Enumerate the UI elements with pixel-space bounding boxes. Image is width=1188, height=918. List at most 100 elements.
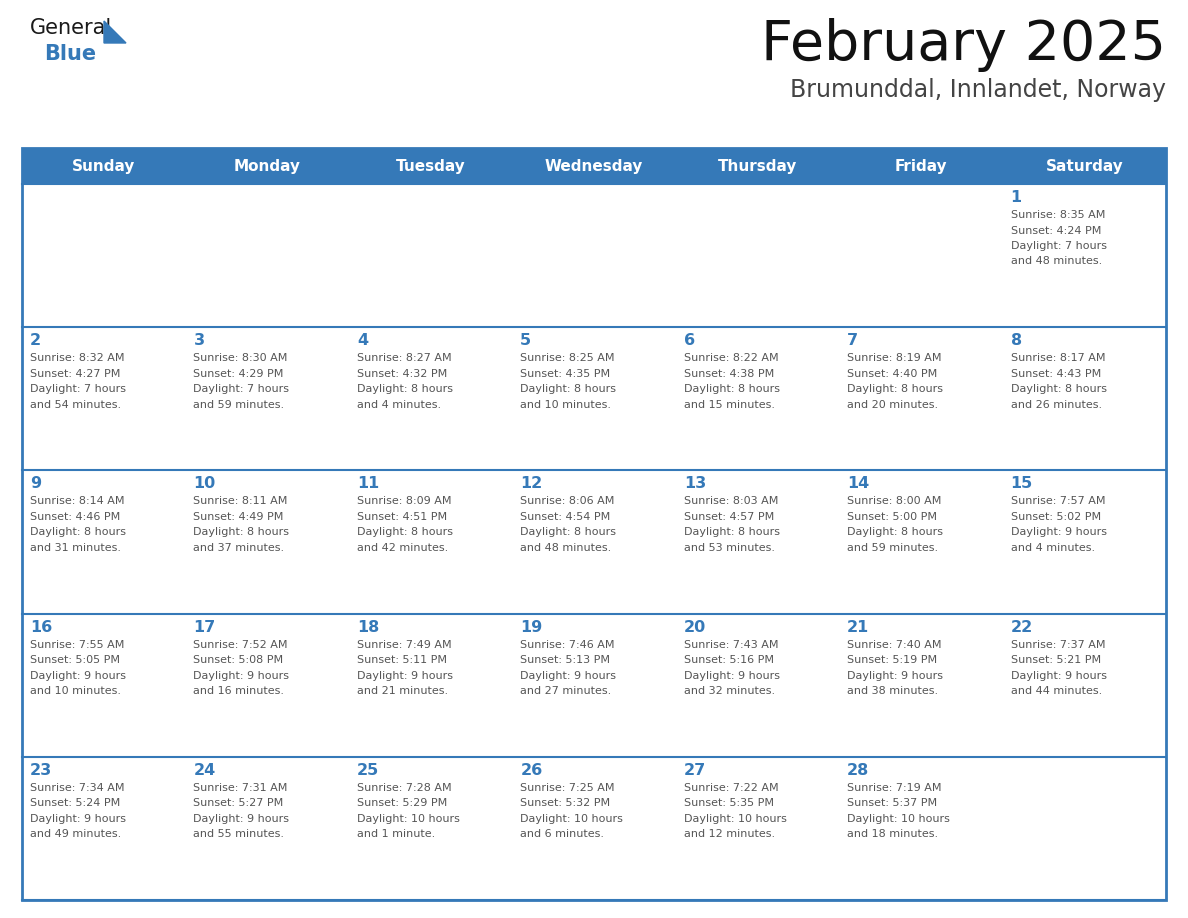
Text: and 20 minutes.: and 20 minutes. — [847, 399, 939, 409]
Text: Daylight: 8 hours: Daylight: 8 hours — [684, 528, 779, 537]
Text: and 53 minutes.: and 53 minutes. — [684, 543, 775, 553]
Bar — [839, 756, 1003, 900]
Text: Sunrise: 8:06 AM: Sunrise: 8:06 AM — [520, 497, 614, 507]
Text: and 26 minutes.: and 26 minutes. — [1011, 399, 1101, 409]
Text: Daylight: 8 hours: Daylight: 8 hours — [684, 385, 779, 394]
Text: Daylight: 8 hours: Daylight: 8 hours — [356, 528, 453, 537]
Text: and 55 minutes.: and 55 minutes. — [194, 829, 284, 839]
Bar — [676, 184, 839, 327]
Bar — [23, 184, 185, 327]
Text: Sunset: 4:49 PM: Sunset: 4:49 PM — [194, 512, 284, 522]
Text: Thursday: Thursday — [718, 159, 797, 174]
Text: Sunset: 4:51 PM: Sunset: 4:51 PM — [356, 512, 447, 522]
Text: Daylight: 7 hours: Daylight: 7 hours — [30, 385, 126, 394]
Bar — [23, 148, 1165, 184]
Bar — [676, 613, 839, 756]
Bar — [23, 148, 1165, 900]
Text: Daylight: 9 hours: Daylight: 9 hours — [684, 671, 779, 680]
Text: Sunrise: 7:22 AM: Sunrise: 7:22 AM — [684, 783, 778, 793]
Text: Daylight: 10 hours: Daylight: 10 hours — [684, 813, 786, 823]
Text: Sunset: 5:24 PM: Sunset: 5:24 PM — [30, 799, 120, 809]
Text: Sunrise: 8:11 AM: Sunrise: 8:11 AM — [194, 497, 287, 507]
Text: 27: 27 — [684, 763, 706, 778]
Text: and 49 minutes.: and 49 minutes. — [30, 829, 121, 839]
Bar — [349, 613, 512, 756]
Polygon shape — [105, 21, 126, 43]
Bar — [839, 184, 1003, 327]
Text: 7: 7 — [847, 333, 858, 348]
Text: Sunrise: 7:55 AM: Sunrise: 7:55 AM — [30, 640, 125, 650]
Bar — [349, 470, 512, 613]
Text: 24: 24 — [194, 763, 216, 778]
Text: 26: 26 — [520, 763, 543, 778]
Text: Sunrise: 7:37 AM: Sunrise: 7:37 AM — [1011, 640, 1105, 650]
Text: Sunset: 4:35 PM: Sunset: 4:35 PM — [520, 369, 611, 379]
Text: Sunrise: 7:19 AM: Sunrise: 7:19 AM — [847, 783, 942, 793]
Text: Sunset: 4:40 PM: Sunset: 4:40 PM — [847, 369, 937, 379]
Text: 6: 6 — [684, 333, 695, 348]
Text: Sunset: 4:24 PM: Sunset: 4:24 PM — [1011, 226, 1101, 236]
Text: Daylight: 8 hours: Daylight: 8 hours — [1011, 385, 1106, 394]
Bar — [1003, 184, 1165, 327]
Text: Daylight: 9 hours: Daylight: 9 hours — [1011, 671, 1106, 680]
Text: Friday: Friday — [895, 159, 947, 174]
Text: Sunrise: 8:17 AM: Sunrise: 8:17 AM — [1011, 353, 1105, 364]
Bar — [185, 327, 349, 470]
Text: Sunrise: 8:09 AM: Sunrise: 8:09 AM — [356, 497, 451, 507]
Text: and 21 minutes.: and 21 minutes. — [356, 686, 448, 696]
Bar — [1003, 470, 1165, 613]
Text: and 59 minutes.: and 59 minutes. — [847, 543, 939, 553]
Text: Daylight: 8 hours: Daylight: 8 hours — [847, 385, 943, 394]
Text: Sunset: 5:29 PM: Sunset: 5:29 PM — [356, 799, 447, 809]
Text: Sunrise: 8:35 AM: Sunrise: 8:35 AM — [1011, 210, 1105, 220]
Text: and 16 minutes.: and 16 minutes. — [194, 686, 284, 696]
Text: and 10 minutes.: and 10 minutes. — [30, 686, 121, 696]
Text: Daylight: 9 hours: Daylight: 9 hours — [194, 671, 290, 680]
Text: 5: 5 — [520, 333, 531, 348]
Text: Blue: Blue — [44, 44, 96, 64]
Bar — [185, 756, 349, 900]
Text: Sunrise: 8:27 AM: Sunrise: 8:27 AM — [356, 353, 451, 364]
Text: Sunrise: 8:14 AM: Sunrise: 8:14 AM — [30, 497, 125, 507]
Text: 28: 28 — [847, 763, 870, 778]
Text: Sunset: 5:08 PM: Sunset: 5:08 PM — [194, 655, 284, 666]
Text: Sunrise: 7:34 AM: Sunrise: 7:34 AM — [30, 783, 125, 793]
Text: and 38 minutes.: and 38 minutes. — [847, 686, 939, 696]
Text: 18: 18 — [356, 620, 379, 634]
Text: 21: 21 — [847, 620, 870, 634]
Text: Daylight: 9 hours: Daylight: 9 hours — [194, 813, 290, 823]
Bar — [23, 613, 185, 756]
Text: 19: 19 — [520, 620, 543, 634]
Text: and 18 minutes.: and 18 minutes. — [847, 829, 939, 839]
Text: Sunrise: 8:25 AM: Sunrise: 8:25 AM — [520, 353, 614, 364]
Text: Tuesday: Tuesday — [396, 159, 466, 174]
Text: 11: 11 — [356, 476, 379, 491]
Text: Sunrise: 8:03 AM: Sunrise: 8:03 AM — [684, 497, 778, 507]
Text: Sunrise: 7:40 AM: Sunrise: 7:40 AM — [847, 640, 942, 650]
Text: Sunset: 4:54 PM: Sunset: 4:54 PM — [520, 512, 611, 522]
Text: and 4 minutes.: and 4 minutes. — [1011, 543, 1094, 553]
Text: and 48 minutes.: and 48 minutes. — [1011, 256, 1101, 266]
Text: Sunset: 5:05 PM: Sunset: 5:05 PM — [30, 655, 120, 666]
Text: Daylight: 9 hours: Daylight: 9 hours — [847, 671, 943, 680]
Text: Sunrise: 7:25 AM: Sunrise: 7:25 AM — [520, 783, 614, 793]
Text: and 12 minutes.: and 12 minutes. — [684, 829, 775, 839]
Text: Monday: Monday — [234, 159, 301, 174]
Text: and 10 minutes.: and 10 minutes. — [520, 399, 612, 409]
Text: Daylight: 10 hours: Daylight: 10 hours — [847, 813, 950, 823]
Text: Daylight: 8 hours: Daylight: 8 hours — [30, 528, 126, 537]
Text: Sunrise: 8:30 AM: Sunrise: 8:30 AM — [194, 353, 287, 364]
Text: 10: 10 — [194, 476, 216, 491]
Bar — [23, 327, 185, 470]
Text: and 31 minutes.: and 31 minutes. — [30, 543, 121, 553]
Bar — [1003, 613, 1165, 756]
Text: Sunset: 4:43 PM: Sunset: 4:43 PM — [1011, 369, 1101, 379]
Text: Sunset: 5:16 PM: Sunset: 5:16 PM — [684, 655, 773, 666]
Text: 9: 9 — [30, 476, 42, 491]
Text: Daylight: 7 hours: Daylight: 7 hours — [194, 385, 290, 394]
Text: and 42 minutes.: and 42 minutes. — [356, 543, 448, 553]
Text: Sunrise: 7:57 AM: Sunrise: 7:57 AM — [1011, 497, 1105, 507]
Text: Sunset: 5:27 PM: Sunset: 5:27 PM — [194, 799, 284, 809]
Bar — [676, 327, 839, 470]
Text: Sunset: 5:00 PM: Sunset: 5:00 PM — [847, 512, 937, 522]
